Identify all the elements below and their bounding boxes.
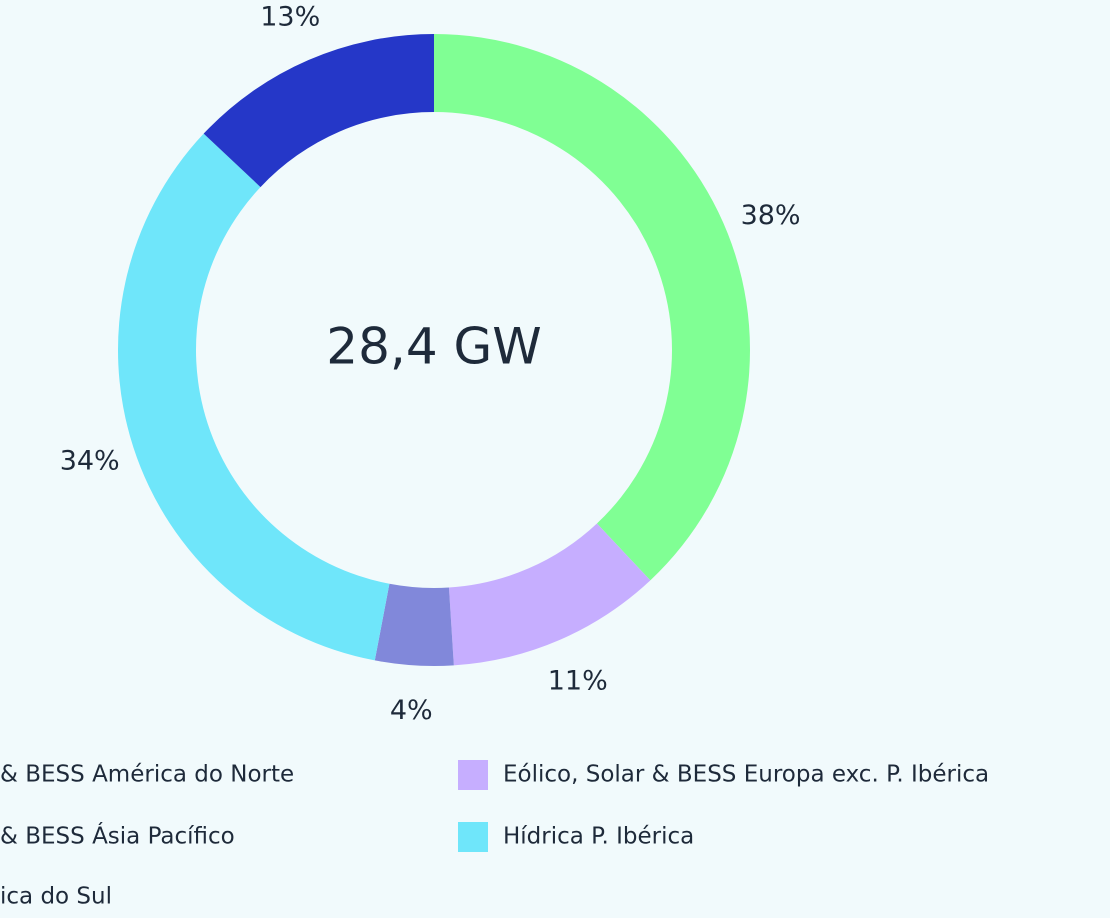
center-label: 28,4 GW — [326, 318, 541, 376]
legend-swatch — [458, 760, 488, 790]
donut-segment — [434, 34, 750, 581]
data-label: 34% — [60, 445, 120, 476]
data-label: 38% — [741, 200, 801, 231]
data-label: 13% — [260, 1, 320, 32]
donut-segment — [203, 34, 434, 188]
data-label: 4% — [390, 695, 433, 726]
donut-segment — [118, 133, 390, 661]
donut-segment — [374, 583, 454, 666]
legend-swatch — [458, 822, 488, 852]
legend-label: & BESS Ásia Pacífico — [0, 822, 235, 850]
legend-label: Hídrica P. Ibérica — [503, 824, 694, 850]
legend-label: & BESS América do Norte — [0, 762, 294, 788]
legend-label: Eólico, Solar & BESS Europa exc. P. Ibér… — [503, 762, 989, 788]
legend-label: ica do Sul — [0, 884, 112, 910]
donut-segment — [448, 523, 651, 666]
data-label: 11% — [548, 666, 608, 697]
